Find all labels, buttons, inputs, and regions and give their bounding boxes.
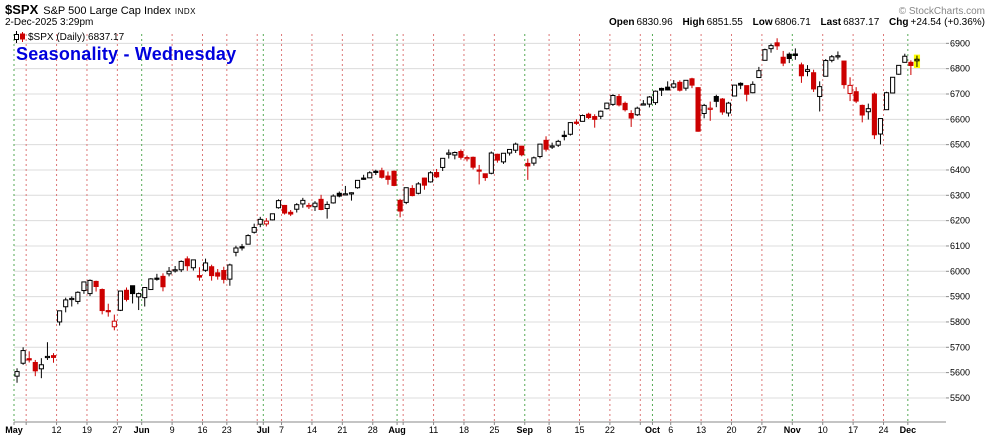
svg-text:6100: 6100: [950, 241, 970, 251]
quote-chg-value: +24.54 (+0.36%): [910, 17, 986, 28]
quote-low-label: Low: [752, 17, 773, 28]
svg-text:6800: 6800: [950, 64, 970, 74]
quote-last-value: 6837.17: [843, 17, 880, 28]
svg-text:19: 19: [82, 425, 92, 435]
svg-text:Nov: Nov: [784, 425, 801, 435]
header-row-2: 2-Dec-2025 3:29pm Open 6830.96 High 6851.5…: [5, 16, 985, 29]
svg-text:5800: 5800: [950, 317, 970, 327]
svg-text:9: 9: [170, 425, 175, 435]
quote-low-value: 6806.71: [774, 17, 811, 28]
svg-text:13: 13: [696, 425, 706, 435]
svg-text:5500: 5500: [950, 393, 970, 403]
axis-labels: 5500 5600 5700 5800 5900 6000 6100 6200 6300 6400…: [5, 38, 970, 435]
chart-datetime: 2-Dec-2025 3:29pm: [5, 17, 94, 28]
svg-text:5700: 5700: [950, 342, 970, 352]
svg-text:5900: 5900: [950, 292, 970, 302]
candlestick-legend-icon: [14, 31, 25, 43]
svg-text:23: 23: [222, 425, 232, 435]
svg-text:8: 8: [547, 425, 552, 435]
quote-high-value: 6851.55: [706, 17, 743, 28]
svg-text:6700: 6700: [950, 89, 970, 99]
gridlines: [13, 34, 949, 425]
quote-open-value: 6830.96: [636, 17, 673, 28]
svg-text:6200: 6200: [950, 216, 970, 226]
svg-text:Sep: Sep: [517, 425, 534, 435]
stockcharts-copyright-link[interactable]: © StockCharts.com: [898, 6, 985, 17]
symbol-block: $SPX S&P 500 Large Cap Index INDX: [5, 3, 196, 18]
header-row-1: $SPX S&P 500 Large Cap Index INDX © StockC…: [5, 3, 985, 18]
svg-text:6400: 6400: [950, 165, 970, 175]
svg-text:6300: 6300: [950, 190, 970, 200]
svg-text:May: May: [5, 425, 23, 435]
svg-text:Jul: Jul: [257, 425, 270, 435]
chart-area: 5500 5600 5700 5800 5900 6000 6100 6200 6300 6400…: [0, 29, 990, 439]
svg-text:6500: 6500: [950, 140, 970, 150]
quote-chg-label: Chg: [889, 17, 909, 28]
ohlc-quote-line: Open 6830.96 High 6851.55 Low 6806.71 Last 6…: [602, 16, 985, 29]
svg-text:22: 22: [605, 425, 615, 435]
svg-text:Jun: Jun: [134, 425, 150, 435]
series-legend[interactable]: $SPX (Daily) 6837.17: [14, 31, 124, 43]
svg-text:25: 25: [489, 425, 499, 435]
svg-text:Dec: Dec: [900, 425, 917, 435]
svg-text:6: 6: [668, 425, 673, 435]
svg-text:21: 21: [337, 425, 347, 435]
svg-text:24: 24: [879, 425, 889, 435]
candles: [14, 38, 921, 383]
svg-text:16: 16: [197, 425, 207, 435]
svg-text:7: 7: [279, 425, 284, 435]
svg-text:Oct: Oct: [645, 425, 660, 435]
svg-text:17: 17: [848, 425, 858, 435]
symbol-ticker[interactable]: $SPX: [5, 2, 39, 17]
quote-last-label: Last: [820, 17, 842, 28]
price-chart[interactable]: 5500 5600 5700 5800 5900 6000 6100 6200 6300 6400…: [0, 29, 990, 439]
svg-text:11: 11: [429, 425, 438, 435]
svg-text:12: 12: [52, 425, 62, 435]
svg-text:27: 27: [112, 425, 122, 435]
svg-text:5600: 5600: [950, 368, 970, 378]
series-legend-label: $SPX (Daily) 6837.17: [28, 31, 125, 43]
svg-text:6000: 6000: [950, 266, 970, 276]
quote-open-label: Open: [608, 17, 635, 28]
chart-header: $SPX S&P 500 Large Cap Index INDX © StockC…: [0, 0, 990, 29]
svg-text:14: 14: [307, 425, 317, 435]
svg-text:28: 28: [368, 425, 378, 435]
svg-text:Aug: Aug: [388, 425, 406, 435]
svg-text:6600: 6600: [950, 114, 970, 124]
svg-text:6900: 6900: [950, 38, 970, 48]
svg-text:18: 18: [459, 425, 469, 435]
symbol-exchange: INDX: [174, 7, 196, 16]
svg-text:10: 10: [818, 425, 828, 435]
svg-text:15: 15: [574, 425, 584, 435]
svg-text:20: 20: [726, 425, 736, 435]
symbol-name: S&P 500 Large Cap Index: [43, 5, 171, 17]
svg-text:27: 27: [757, 425, 767, 435]
chart-annotation: Seasonality - Wednesday: [16, 44, 237, 64]
quote-high-label: High: [682, 17, 705, 28]
